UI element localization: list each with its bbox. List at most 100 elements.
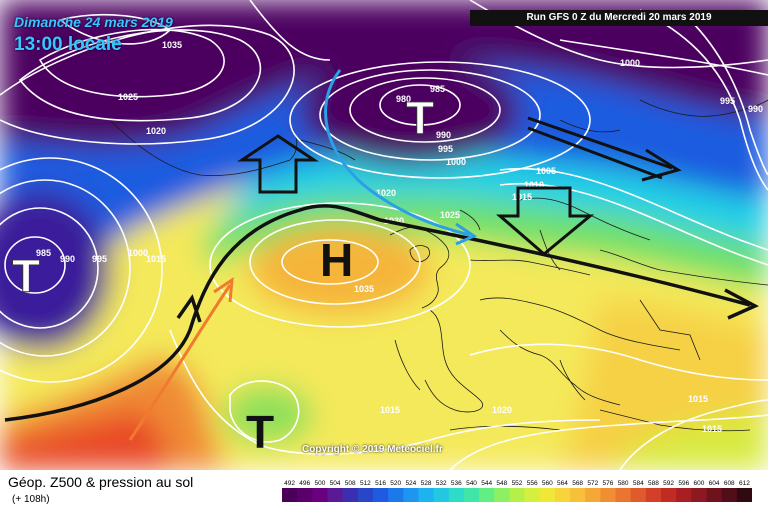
- geopotential-field: [0, 0, 768, 470]
- isobar-label: 1020: [492, 405, 512, 415]
- forecast-time: 13:00 locale: [14, 34, 122, 55]
- legend-tick-label: 536: [451, 480, 462, 487]
- legend-swatch: [721, 488, 738, 502]
- isobar-label: 980: [396, 94, 411, 104]
- jet-arrowhead-left: [176, 294, 202, 323]
- legend-swatch: [539, 488, 556, 502]
- isobar-label: 1025: [118, 92, 138, 102]
- jet-arrowhead-northeast: [641, 148, 682, 182]
- legend-swatch: [706, 488, 723, 502]
- isobar-label: 1035: [162, 40, 182, 50]
- isobar-label: 1015: [146, 254, 166, 264]
- legend-swatch: [312, 488, 328, 502]
- legend-tick-label: 524: [405, 480, 416, 487]
- legend-swatch: [661, 488, 677, 502]
- legend-tick-label: 564: [557, 480, 568, 487]
- legend-tick-label: 544: [481, 480, 492, 487]
- isobar-label: 1015: [512, 192, 532, 202]
- legend-swatch: [509, 488, 526, 502]
- isobar-label: 1000: [620, 58, 640, 68]
- legend-swatch: [524, 488, 541, 502]
- legend-tick-label: 600: [694, 480, 705, 487]
- isobar-label: 1025: [440, 210, 460, 220]
- isobar-label: 990: [60, 254, 75, 264]
- legend-tick-label: 612: [739, 480, 750, 487]
- legend-tick-label: 520: [390, 480, 401, 487]
- legend-tick-label: 584: [633, 480, 644, 487]
- warm-advection-arrow: [128, 284, 232, 441]
- isobar-label: 1020: [146, 126, 166, 136]
- legend-swatch: [327, 488, 344, 502]
- isobar-label: 1035: [354, 284, 374, 294]
- legend-tick-label: 548: [496, 480, 507, 487]
- isobar-label: 990: [436, 130, 451, 140]
- legend-swatch: [691, 488, 708, 502]
- legend-tick-label: 528: [421, 480, 432, 487]
- legend-tick-label: 572: [587, 480, 598, 487]
- legend-tick-label: 560: [542, 480, 553, 487]
- isobar-label: 1020: [376, 188, 396, 198]
- isobar-labels: 1035 1025 1020 985 990 995 1000 980 985 …: [36, 40, 763, 434]
- isobar-label: 995: [92, 254, 107, 264]
- legend-tick-label: 516: [375, 480, 386, 487]
- legend-swatch: [403, 488, 419, 502]
- legend-swatch: [676, 488, 692, 502]
- legend-swatch: [282, 488, 298, 502]
- isobar-label: 1000: [446, 157, 466, 167]
- legend-tick-label: 508: [345, 480, 356, 487]
- jet-arrow-northeast: [527, 116, 673, 170]
- legend-tick-label: 496: [299, 480, 310, 487]
- legend-swatch: [645, 488, 662, 502]
- legend-swatch: [479, 488, 495, 502]
- legend-swatch: [630, 488, 647, 502]
- isobar-label: 1015: [380, 405, 400, 415]
- legend-tick-label: 556: [527, 480, 538, 487]
- legend-tick-label: 492: [284, 480, 295, 487]
- isobar-label: 1015: [688, 394, 708, 404]
- cold-advection-arrow: [324, 69, 471, 237]
- legend-tick-label: 552: [512, 480, 523, 487]
- legend-tick-label: 512: [360, 480, 371, 487]
- legend-swatch: [585, 488, 601, 502]
- sinking-arrow: [495, 186, 595, 256]
- warm-arrowhead: [213, 277, 234, 303]
- legend-tick-label: 576: [603, 480, 614, 487]
- legend-swatch: [570, 488, 586, 502]
- legend-tick-label: 532: [436, 480, 447, 487]
- isobar-label: 1005: [536, 166, 556, 176]
- legend-swatch: [600, 488, 617, 502]
- jet-stream-arrows: [4, 69, 759, 441]
- coastlines: [109, 99, 768, 432]
- legend-swatch: [357, 488, 374, 502]
- legend-tick-label: 588: [648, 480, 659, 487]
- high-center: H: [320, 234, 353, 286]
- legend-swatch: [463, 488, 480, 502]
- lead-time: (+ 108h): [12, 494, 50, 505]
- legend-swatch: [342, 488, 359, 502]
- cold-arrowhead: [455, 222, 478, 246]
- legend-swatch: [554, 488, 571, 502]
- legend-tick-label: 504: [330, 480, 341, 487]
- legend-swatch: [418, 488, 435, 502]
- isobar-label: 995: [720, 96, 735, 106]
- jet-stream-arrow: [4, 204, 751, 422]
- rising-arrow: [237, 134, 319, 194]
- legend-swatch: [736, 488, 752, 502]
- legend-tick-label: 604: [709, 480, 720, 487]
- legend-tick-label: 580: [618, 480, 629, 487]
- weather-map: 1035 1025 1020 985 990 995 1000 980 985 …: [0, 0, 768, 470]
- legend-swatch: [372, 488, 389, 502]
- pressure-systems: T T H T: [12, 92, 435, 459]
- isobar-label: 995: [438, 144, 453, 154]
- isobar-label: 990: [748, 104, 763, 114]
- forecast-date: Dimanche 24 mars 2019: [14, 14, 173, 30]
- isobar-label: 1015: [702, 424, 722, 434]
- legend-tick-label: 592: [663, 480, 674, 487]
- legend-tick-label: 540: [466, 480, 477, 487]
- legend-swatch: [494, 488, 510, 502]
- model-run-label: Run GFS 0 Z du Mercredi 20 mars 2019: [470, 10, 768, 26]
- legend-tick-label: 596: [678, 480, 689, 487]
- legend-tick-label: 608: [724, 480, 735, 487]
- legend-swatch: [388, 488, 404, 502]
